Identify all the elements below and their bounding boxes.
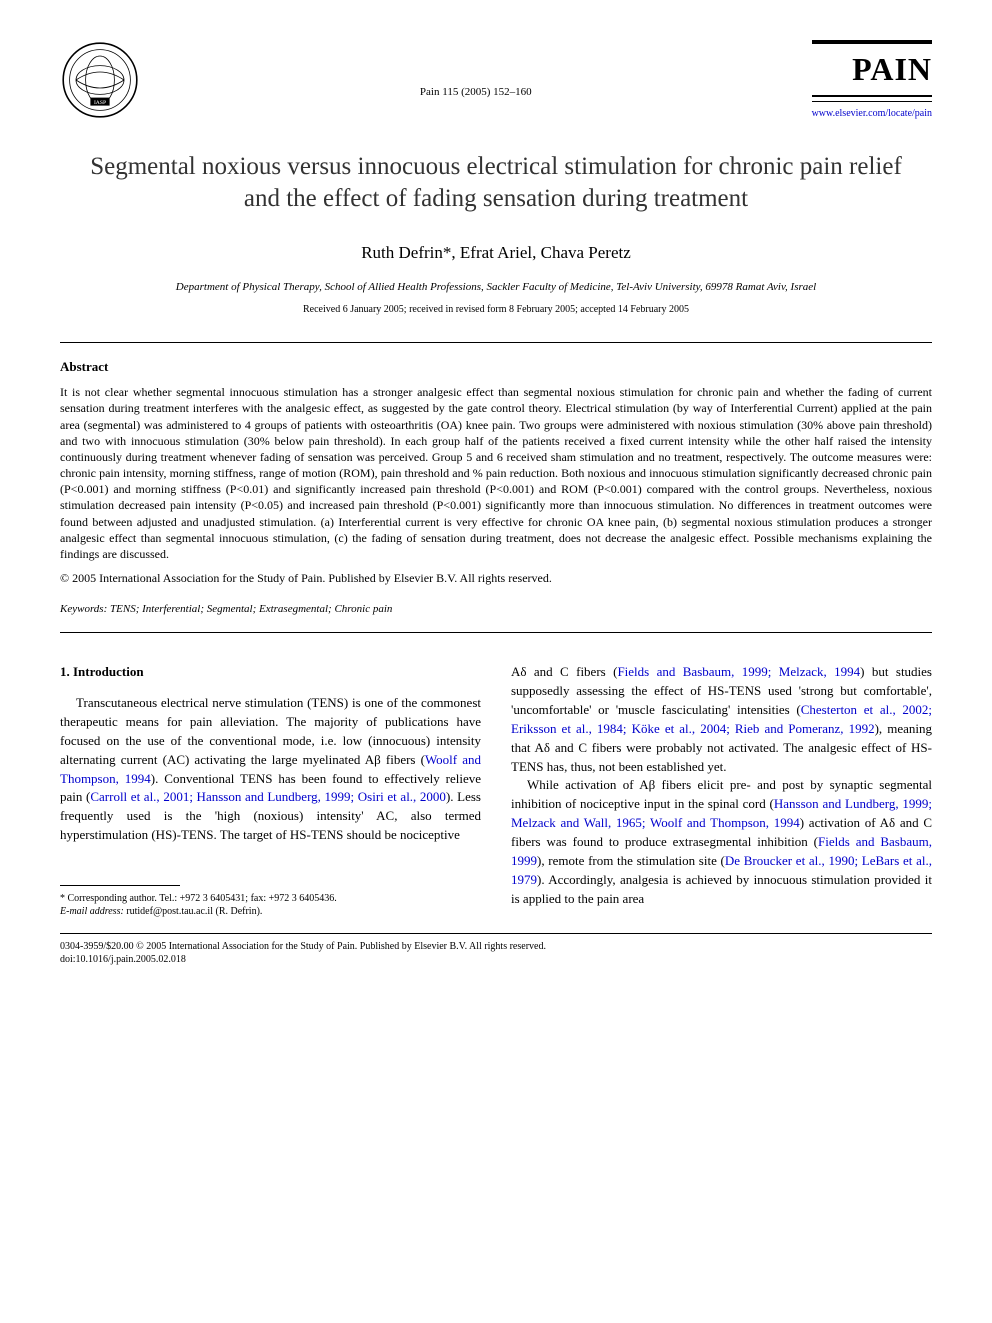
corresponding-author-footnote: * Corresponding author. Tel.: +972 3 640…	[60, 892, 481, 918]
dates-line: Received 6 January 2005; received in rev…	[60, 303, 932, 317]
email-address: rutidef@post.tau.ac.il	[126, 906, 213, 917]
footnote-line-1: * Corresponding author. Tel.: +972 3 640…	[60, 892, 481, 905]
article-title: Segmental noxious versus innocuous elect…	[80, 151, 912, 216]
abstract-body: It is not clear whether segmental innocu…	[60, 384, 932, 562]
divider	[60, 342, 932, 343]
journal-branding: PAIN www.elsevier.com/locate/pain	[812, 40, 932, 121]
footer-copyright: 0304-3959/$20.00 © 2005 International As…	[60, 940, 932, 953]
citation-line: Pain 115 (2005) 152–160	[140, 40, 812, 100]
footer-doi: doi:10.1016/j.pain.2005.02.018	[60, 953, 932, 966]
header-row: IASP Pain 115 (2005) 152–160 PAIN www.el…	[60, 40, 932, 121]
keywords-label: Keywords:	[60, 603, 107, 615]
reference-link[interactable]: Carroll et al., 2001; Hansson and Lundbe…	[90, 789, 446, 804]
journal-url-link[interactable]: www.elsevier.com/locate/pain	[812, 107, 932, 121]
intro-paragraph-2: While activation of Aβ fibers elicit pre…	[511, 776, 932, 908]
authors-line: Ruth Defrin*, Efrat Ariel, Chava Peretz	[60, 241, 932, 265]
keywords-line: Keywords: TENS; Interferential; Segmenta…	[60, 602, 932, 617]
footnote-separator	[60, 885, 180, 886]
keywords-values: TENS; Interferential; Segmental; Extrase…	[110, 603, 392, 615]
abstract-copyright: © 2005 International Association for the…	[60, 570, 932, 587]
email-suffix: (R. Defrin).	[215, 906, 262, 917]
body-columns: 1. Introduction Transcutaneous electrica…	[60, 663, 932, 918]
intro-paragraph-1-cont: Aδ and C fibers (Fields and Basbaum, 199…	[511, 663, 932, 776]
journal-name: PAIN	[812, 47, 932, 92]
svg-text:IASP: IASP	[94, 100, 106, 106]
left-column: 1. Introduction Transcutaneous electrica…	[60, 663, 481, 918]
abstract-heading: Abstract	[60, 358, 932, 376]
divider	[60, 632, 932, 633]
citation-text: Pain 115 (2005) 152–160	[420, 86, 532, 98]
footer-separator	[60, 933, 932, 934]
email-label: E-mail address:	[60, 906, 124, 917]
section-1-heading: 1. Introduction	[60, 663, 481, 682]
intro-paragraph-1: Transcutaneous electrical nerve stimulat…	[60, 694, 481, 845]
footnote-line-2: E-mail address: rutidef@post.tau.ac.il (…	[60, 905, 481, 918]
iasp-logo: IASP	[60, 40, 140, 120]
reference-link[interactable]: Fields and Basbaum, 1999; Melzack, 1994	[617, 664, 860, 679]
right-column: Aδ and C fibers (Fields and Basbaum, 199…	[511, 663, 932, 918]
affiliation-line: Department of Physical Therapy, School o…	[60, 280, 932, 295]
